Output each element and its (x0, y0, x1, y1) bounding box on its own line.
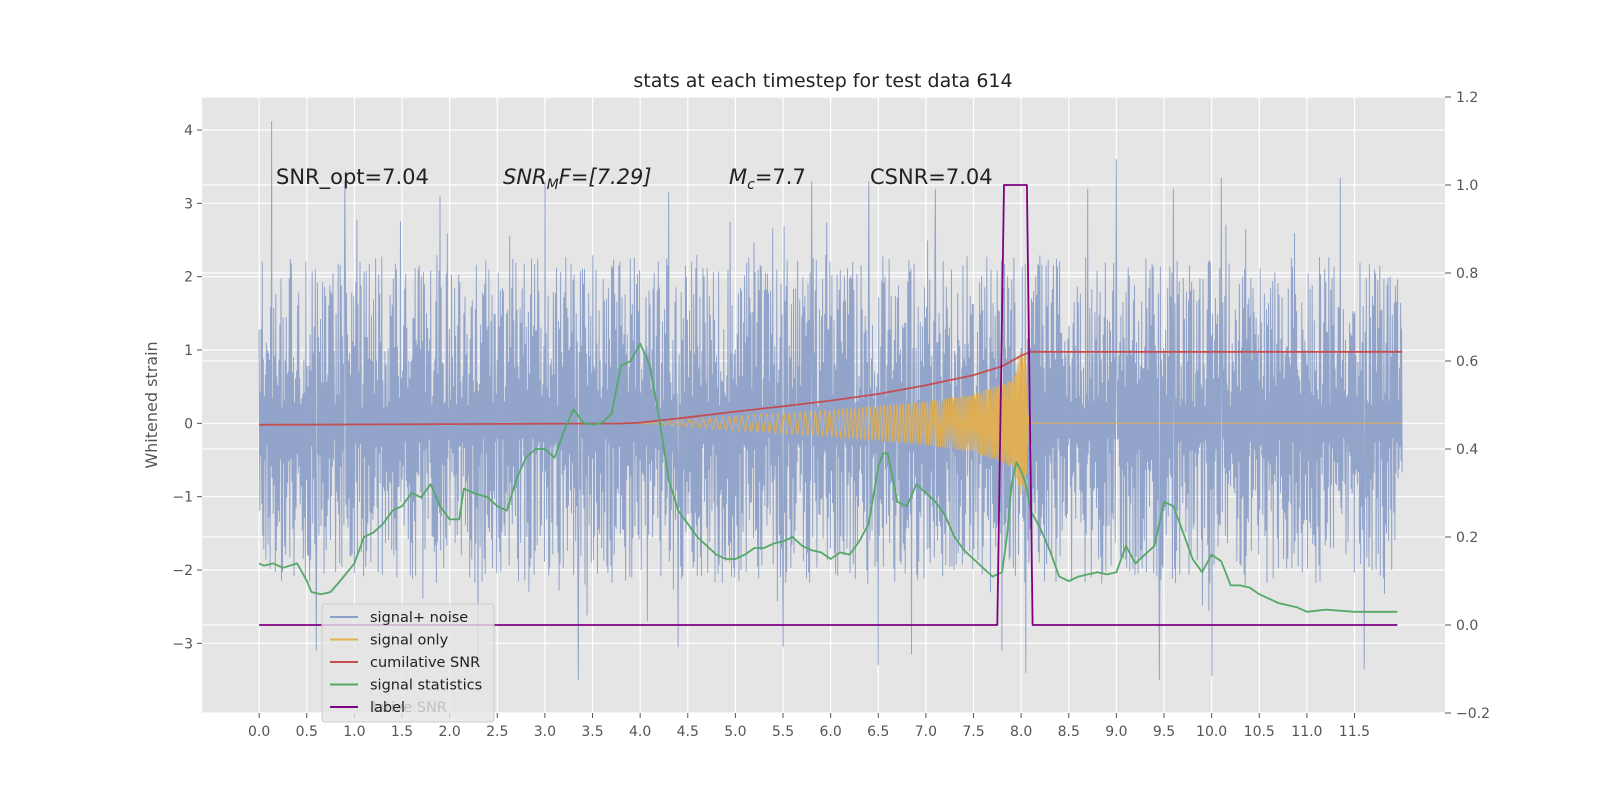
x-tick-label: 6.0 (820, 724, 842, 740)
x-tick-label: 10.5 (1244, 724, 1275, 740)
series-signal-noise (258, 121, 1403, 681)
y-axis-left: −3 −2 −1 0 1 2 3 4 (172, 123, 202, 652)
x-tick-label: 1.5 (391, 724, 413, 740)
x-tick-label: 2.5 (486, 724, 508, 740)
series-cumilative-snr (259, 350, 1403, 426)
y-axis-label: Whitened strain (142, 341, 161, 468)
mc-base: M (729, 165, 747, 189)
y-tick-label: 0 (184, 416, 193, 432)
mc-sub: c (747, 177, 755, 193)
plot-area (258, 121, 1403, 681)
legend-box (321, 603, 495, 723)
x-tick-label: 2.0 (439, 724, 461, 740)
annotation-snr-mf: SNRMF=[7.29] (503, 165, 652, 193)
y-tick-label: 2 (184, 270, 193, 286)
y-tick-label: 3 (184, 196, 193, 212)
legend: lative SNR signal+ noise signal only cumila… (321, 603, 495, 723)
legend-label-cumilative-snr: cumilative SNR (370, 655, 480, 671)
y2-tick-label: −0.2 (1456, 706, 1490, 722)
x-tick-label: 9.5 (1153, 724, 1175, 740)
legend-occluded-text: lative SNR (372, 700, 447, 716)
x-tick-label: 6.5 (867, 724, 889, 740)
mc-rest: =7.7 (755, 165, 806, 189)
series-label (259, 184, 1398, 626)
y-axis-right: −0.2 0.0 0.2 0.4 0.6 0.8 1.0 1.2 (1445, 90, 1490, 722)
y2-tick-label: 0.0 (1456, 618, 1478, 634)
series-signal-statistics (258, 342, 1398, 613)
y2-tick-label: 1.0 (1456, 178, 1478, 194)
x-tick-label: 4.0 (629, 724, 651, 740)
x-tick-label: 9.0 (1105, 724, 1127, 740)
x-tick-label: 3.5 (581, 724, 603, 740)
x-tick-label: 0.5 (296, 724, 318, 740)
x-tick-label: 1.0 (343, 724, 365, 740)
annotation-csnr: CSNR=7.04 (870, 165, 993, 189)
y-tick-label: −1 (172, 490, 193, 506)
x-tick-label: 4.5 (677, 724, 699, 740)
y2-tick-label: 0.6 (1456, 354, 1478, 370)
y-tick-label: −3 (172, 636, 193, 652)
x-tick-label: 8.0 (1010, 724, 1032, 740)
snr-mf-base: SNR (503, 165, 547, 189)
y-tick-label: 1 (184, 343, 193, 359)
y-tick-label: 4 (184, 123, 193, 139)
annotations: SNR_opt=7.04 SNRMF=[7.29] Mc=7.7 CSNR=7.… (276, 165, 993, 193)
snr-mf-rest-text: F=[7.29] (559, 165, 652, 189)
series-signal-only (640, 352, 1403, 495)
y2-tick-label: 1.2 (1456, 90, 1478, 106)
x-tick-label: 3.0 (534, 724, 556, 740)
x-tick-label: 11.0 (1291, 724, 1322, 740)
y-tick-label: −2 (172, 563, 193, 579)
x-tick-label: 11.5 (1339, 724, 1370, 740)
annotation-mc: Mc=7.7 (729, 165, 806, 193)
x-tick-label: 7.0 (915, 724, 937, 740)
legend-label-signal-statistics: signal statistics (370, 678, 482, 694)
x-axis: 0.0 0.5 1.0 1.5 2.0 2.5 3.0 3.5 4.0 4.5 5.0 5.5 6.0 6… (248, 713, 1370, 740)
chart-title: stats at each timestep for test data 614 (633, 70, 1012, 92)
snr-mf-rest: F=[7.29] (559, 165, 652, 189)
snr-mf-sub: M (547, 177, 559, 193)
x-tick-label: 7.5 (962, 724, 984, 740)
x-tick-label: 0.0 (248, 724, 270, 740)
x-tick-label: 10.0 (1196, 724, 1227, 740)
legend-label-label: label (370, 700, 405, 716)
x-tick-label: 8.5 (1058, 724, 1080, 740)
legend-label-signal-only: signal only (370, 633, 449, 649)
annotation-snr-opt: SNR_opt=7.04 (276, 165, 429, 190)
y2-tick-label: 0.2 (1456, 530, 1478, 546)
x-tick-label: 5.0 (724, 724, 746, 740)
y2-tick-label: 0.8 (1456, 266, 1478, 282)
y2-tick-label: 0.4 (1456, 442, 1478, 458)
x-tick-label: 5.5 (772, 724, 794, 740)
legend-label-signal-noise: signal+ noise (370, 610, 468, 626)
